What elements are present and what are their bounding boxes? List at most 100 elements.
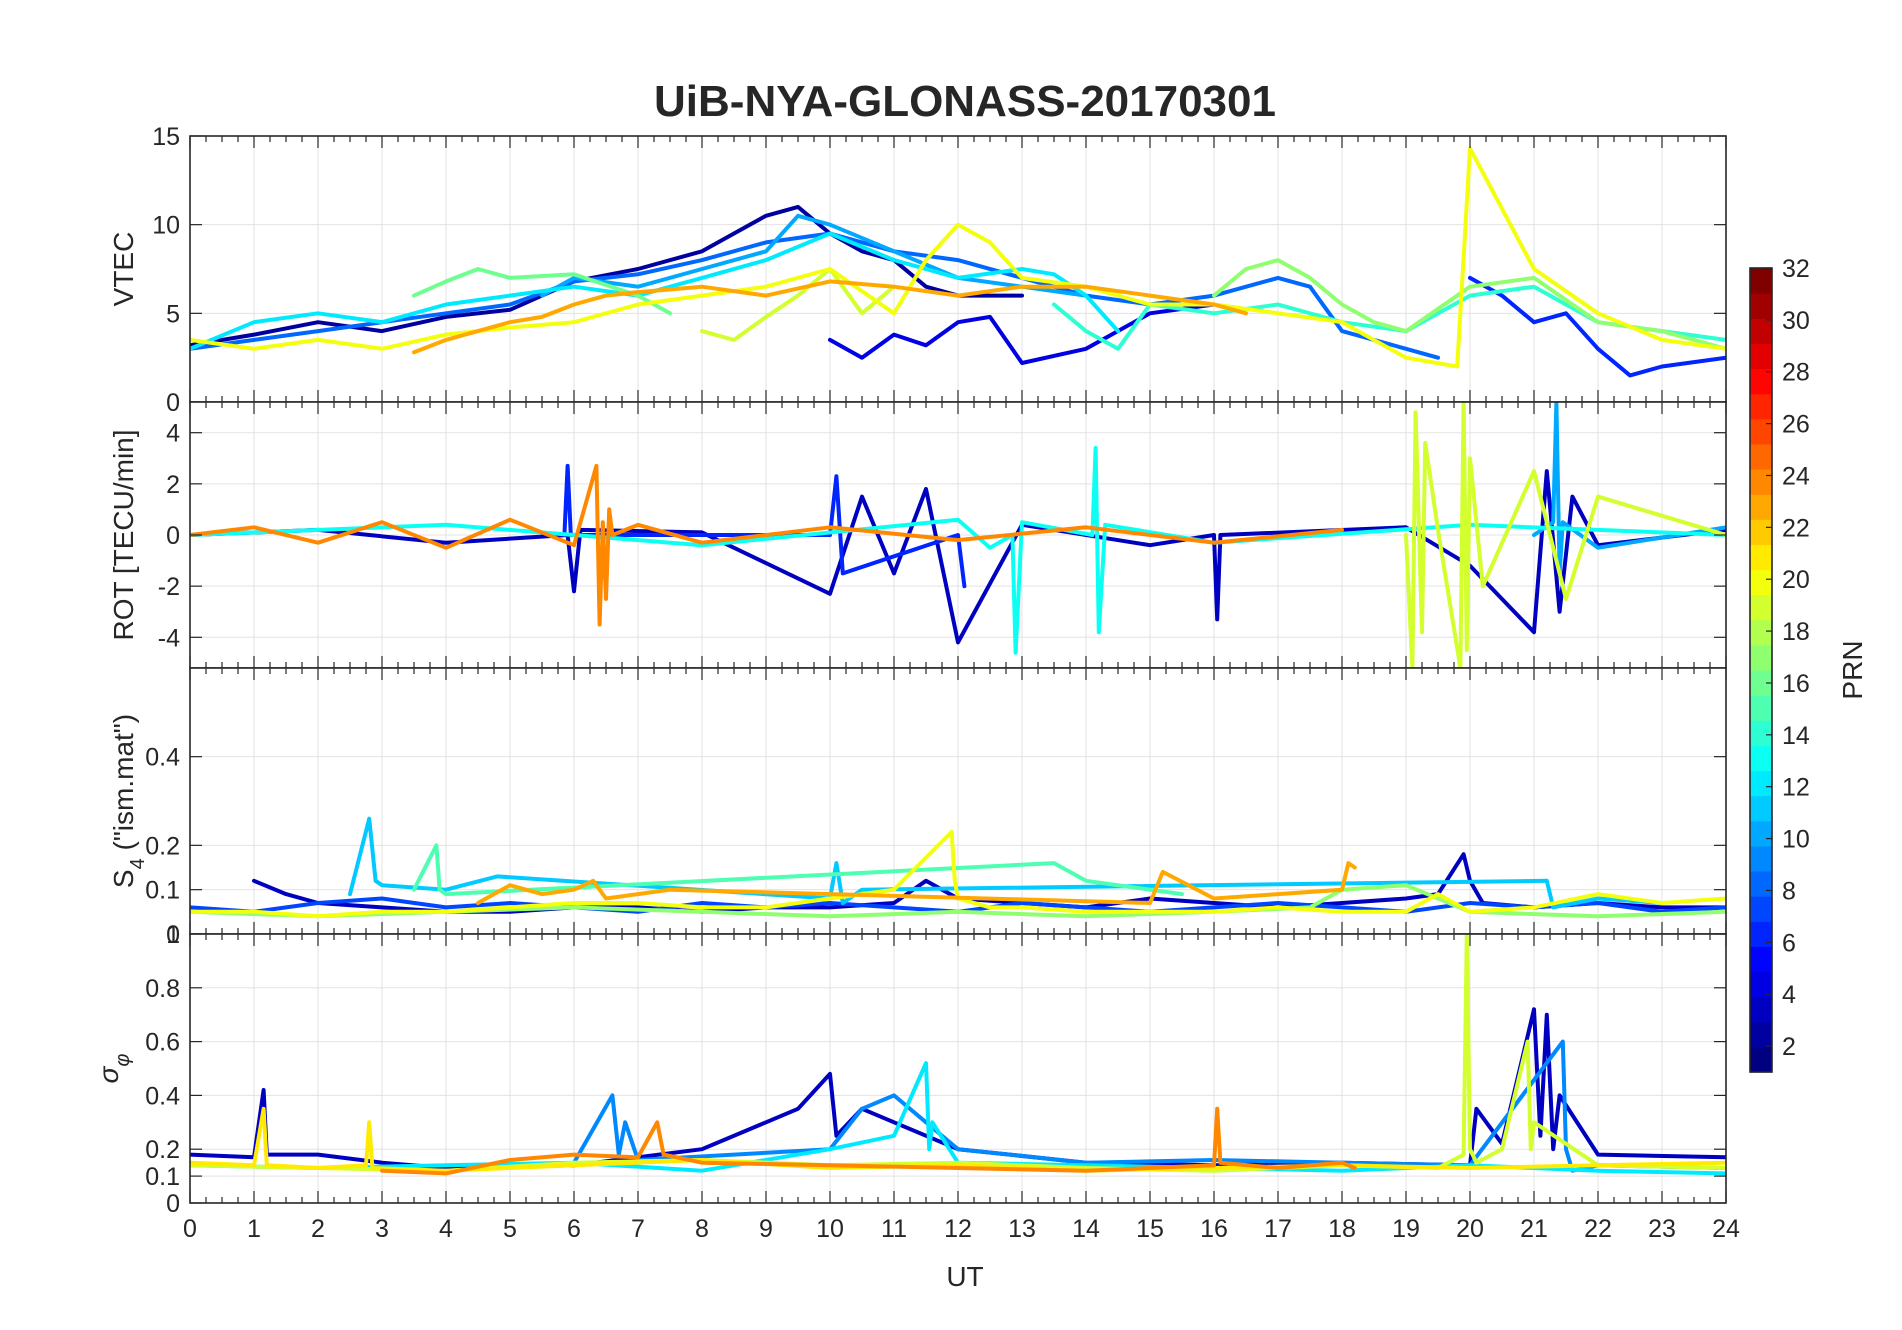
y-axis-label-sub: 4 <box>127 858 149 869</box>
series-line-prn-9 <box>572 1039 1726 1173</box>
colorbar-label: PRN <box>1837 640 1868 699</box>
y-tick-label: -2 <box>158 573 180 601</box>
colorbar-tick-label: 32 <box>1782 255 1810 283</box>
x-tick-label: 14 <box>1072 1215 1100 1243</box>
x-tick-label: 11 <box>881 1215 907 1243</box>
y-tick-label: 0 <box>166 1190 180 1218</box>
x-tick-label: 21 <box>1520 1215 1548 1243</box>
colorbar-segment <box>1750 1021 1772 1048</box>
x-tick-label: 19 <box>1392 1215 1420 1243</box>
colorbar-tick-label: 2 <box>1782 1033 1796 1061</box>
series-line-prn-12 <box>190 231 1120 351</box>
colorbar-segment <box>1750 293 1772 319</box>
colorbar-segment <box>1750 393 1772 420</box>
y-axis-label-sub: φ <box>112 1054 134 1067</box>
series-group <box>190 146 1726 378</box>
colorbar-segment <box>1750 871 1772 897</box>
x-tick-label: 13 <box>1008 1215 1036 1243</box>
y-tick-label: 5 <box>166 300 180 328</box>
x-tick-label: 3 <box>375 1215 389 1243</box>
colorbar-tick-label: 8 <box>1782 877 1796 905</box>
colorbar-segment <box>1750 996 1772 1023</box>
colorbar-segment <box>1750 720 1772 746</box>
series-line-prn-19 <box>1404 402 1726 668</box>
x-tick-label: 4 <box>439 1215 453 1243</box>
colorbar-segment <box>1750 619 1772 646</box>
colorbar-tick-label: 18 <box>1782 618 1810 646</box>
colorbar-segment <box>1750 519 1772 545</box>
y-tick-label: 4 <box>166 420 180 448</box>
colorbar-segment <box>1750 845 1772 872</box>
colorbar-frame <box>1749 267 1773 1073</box>
y-axis-label-rest: ("ism.mat") <box>108 714 139 858</box>
y-axis-label-main: σ <box>93 1065 124 1083</box>
y-tick-label: 0.4 <box>145 744 180 772</box>
x-tick-label: 10 <box>816 1215 844 1243</box>
y-tick-label: 0.2 <box>145 832 180 860</box>
colorbar-segment <box>1750 921 1772 947</box>
x-tick-label: 23 <box>1648 1215 1676 1243</box>
y-tick-label: 0 <box>166 389 180 417</box>
colorbar-segment <box>1750 946 1772 973</box>
colorbar-segment <box>1750 418 1772 445</box>
colorbar-segment <box>1750 368 1772 395</box>
series-line-prn-2 <box>190 204 1024 348</box>
colorbar-segment <box>1750 896 1772 922</box>
colorbar-segment <box>1750 544 1772 571</box>
x-tick-label: 16 <box>1200 1215 1228 1243</box>
colorbar-segment <box>1750 644 1772 671</box>
series-line-prn-16 <box>412 267 672 316</box>
x-axis-label: UT <box>946 1261 983 1292</box>
x-tick-label: 18 <box>1328 1215 1356 1243</box>
colorbar-tick-label: 26 <box>1782 411 1810 439</box>
panel-1: 0 5 10 15 VTEC <box>108 123 1727 417</box>
series-line-prn-10 <box>540 213 1088 298</box>
series-group <box>190 402 1726 668</box>
x-tick-label: 2 <box>311 1215 325 1243</box>
series-line-prn-8 <box>190 231 1440 360</box>
series-line-prn-17 <box>1212 258 1726 351</box>
x-tick-label: 6 <box>567 1215 581 1243</box>
colorbar-segment <box>1750 820 1772 847</box>
y-axis-label: S4 ("ism.mat") <box>108 714 149 888</box>
colorbar-segment <box>1750 318 1772 344</box>
y-tick-label: 10 <box>152 212 180 240</box>
panel-2: -4 -2 0 2 4 ROT [TECU/min] <box>108 401 1727 669</box>
colorbar-segment <box>1750 745 1772 772</box>
colorbar-segment <box>1750 494 1772 520</box>
colorbar-segment <box>1750 971 1772 998</box>
series-group <box>190 816 1726 919</box>
colorbar-segment <box>1750 670 1772 696</box>
series-line-prn-15 <box>412 843 1184 897</box>
x-tick-label: 1 <box>247 1215 261 1243</box>
colorbar-tick-label: 28 <box>1782 359 1810 387</box>
colorbar-segment <box>1750 443 1772 470</box>
y-tick-label: 2 <box>166 471 180 499</box>
series-line-prn-19 <box>700 267 896 342</box>
y-tick-label: 0.6 <box>145 1029 180 1057</box>
x-tick-label: 15 <box>1136 1215 1164 1243</box>
x-tick-label: 7 <box>631 1215 645 1243</box>
colorbar-segment <box>1750 469 1772 495</box>
x-tick-label: 12 <box>944 1215 972 1243</box>
colorbar-tick-label: 30 <box>1782 307 1810 335</box>
colorbar-segment <box>1750 695 1772 721</box>
series-line-prn-24 <box>190 463 1344 627</box>
colorbar-tick-label: 6 <box>1782 929 1796 957</box>
y-tick-label: -4 <box>158 624 180 652</box>
series-line-prn-6 <box>562 463 967 589</box>
colorbar-tick-label: 20 <box>1782 566 1810 594</box>
colorbar-segment <box>1750 1046 1772 1073</box>
y-axis-label: σφ <box>93 1054 134 1084</box>
colorbar-tick-label: 10 <box>1782 826 1810 854</box>
y-tick-label: 1 <box>166 921 180 949</box>
y-tick-label: 0.4 <box>145 1082 180 1110</box>
colorbar-tick-label: 22 <box>1782 514 1810 542</box>
series-line-prn-3 <box>190 1007 1726 1170</box>
colorbar-tick-label: 16 <box>1782 670 1810 698</box>
x-tick-label: 20 <box>1456 1215 1484 1243</box>
colorbar-tick-label: 24 <box>1782 462 1810 490</box>
